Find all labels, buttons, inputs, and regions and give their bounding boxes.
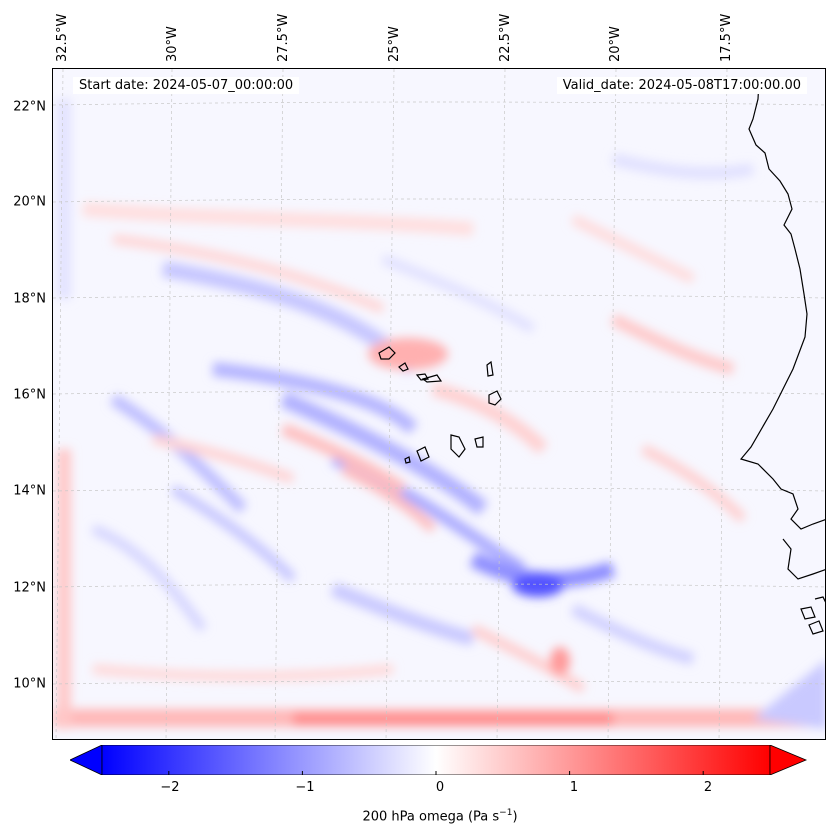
start-date-label: Start date: 2024-05-07_00:00:00: [73, 77, 300, 94]
island-santiago: [450, 434, 466, 458]
gridline-lon-20w: [607, 69, 617, 739]
field-band-neg-10: [611, 153, 755, 180]
island-maio: [474, 436, 484, 448]
island-boa-vista: [488, 390, 502, 406]
colorbar-tick-minus-2: −2: [160, 780, 180, 795]
field-west-boundary-positive: [57, 449, 71, 729]
field-pos-core-south: [550, 647, 570, 675]
lon-label-30w: 30°W: [165, 26, 180, 62]
lon-label-25w: 25°W: [387, 26, 402, 62]
lat-label-18n: 18°N: [13, 291, 46, 307]
coastline-guinea-bissau: [782, 538, 825, 580]
latitude-labels: 22°N 20°N 18°N 16°N 14°N 12°N 10°N: [0, 0, 52, 740]
gridline-lat-10n: [53, 680, 825, 685]
field-band-pos-6: [610, 313, 735, 375]
gridline-lat-22n: [53, 101, 825, 106]
lon-label-27-5w: 27.5°W: [276, 13, 291, 62]
field-band-pos-8: [470, 624, 586, 694]
colorbar-extend-min: [70, 745, 103, 775]
colorbar-tick-1: 1: [569, 780, 579, 795]
colorbar-extend-max: [769, 745, 808, 775]
map-gridlines: [53, 69, 825, 739]
island-brava: [404, 456, 411, 464]
colorbar-label-exponent: −1: [499, 808, 513, 818]
omega-field-map: [53, 69, 825, 739]
field-band-pos-1: [82, 202, 474, 236]
field-band-pos-2: [112, 234, 385, 314]
field-band-neg-11: [381, 254, 536, 334]
longitude-labels: 32.5°W 30°W 27.5°W 25°W 22.5°W 20°W 17.5…: [0, 0, 837, 68]
gridline-lat-14n: [53, 487, 825, 492]
island-santo-antao: [378, 346, 396, 360]
field-band-pos-11: [92, 664, 394, 682]
island-sao-nicolau: [421, 374, 443, 383]
colorbar-label-main: 200 hPa omega (Pa s: [362, 809, 500, 825]
field-band-pos-3: [280, 423, 407, 494]
gridline-lon-27-5w: [274, 69, 284, 739]
lat-label-14n: 14°N: [13, 483, 46, 499]
colorbar-label-end: ): [512, 809, 518, 825]
field-band-pos-4: [340, 464, 437, 533]
field-pos-cv-north: [368, 338, 448, 370]
coastlines: [378, 80, 825, 635]
coastline-bissagos-1: [800, 606, 816, 620]
field-neg-core: [512, 573, 564, 597]
field-band-neg-9: [570, 603, 695, 665]
island-fogo: [416, 446, 430, 462]
field-band-pos-5: [431, 382, 548, 454]
field-band-pos-9: [152, 434, 295, 484]
coastline-guinea: [814, 596, 825, 603]
field-band-neg-7: [170, 484, 297, 583]
valid-date-label: Valid_date: 2024-05-08T17:00:00.00: [556, 77, 807, 94]
gridline-lon-17-5w: [718, 69, 728, 739]
gridline-lon-22-5w: [496, 69, 506, 739]
island-sao-vicente: [398, 362, 409, 372]
gridline-lon-30w: [165, 69, 173, 739]
field-band-neg-8: [330, 582, 475, 646]
colorbar-tick-minus-1: −1: [295, 780, 315, 795]
field-band-neg-3: [279, 391, 488, 516]
field-band-pos-7: [640, 444, 747, 523]
field-band-pos-10: [570, 214, 696, 284]
lat-label-10n: 10°N: [13, 676, 46, 692]
gridline-lat-12n: [53, 583, 825, 588]
field-southeast-negative: [753, 660, 825, 729]
lat-label-22n: 22°N: [13, 99, 46, 115]
colorbar-tick-2: 2: [703, 780, 713, 795]
coastline-west-africa: [739, 80, 825, 530]
lon-label-20w: 20°W: [608, 26, 623, 62]
gridline-lat-16n: [53, 390, 825, 395]
gridline-lon-25w: [385, 69, 395, 739]
field-west-boundary-negative: [57, 99, 71, 299]
colorbar-tick-marks: [168, 771, 704, 775]
gridline-lat-18n: [53, 294, 825, 299]
lat-label-20n: 20°N: [13, 194, 46, 210]
field-band-neg-12: [91, 524, 207, 633]
island-sal: [486, 360, 494, 377]
colorbar-tick-0: 0: [435, 780, 445, 795]
lon-label-17-5w: 17.5°W: [719, 13, 734, 62]
colorbar: [70, 745, 808, 775]
lon-label-32-5w: 32.5°W: [55, 13, 70, 62]
field-south-boundary-core: [293, 713, 613, 725]
gridline-lon-32-5w: [55, 69, 64, 739]
island-santa-luzia: [415, 373, 429, 381]
gridline-lat-20n: [53, 198, 825, 203]
colorbar-gradient: [101, 745, 771, 775]
lat-label-12n: 12°N: [13, 580, 46, 596]
lon-label-22-5w: 22.5°W: [498, 13, 513, 62]
coastline-bissagos-2: [808, 620, 824, 635]
lat-label-16n: 16°N: [13, 387, 46, 403]
colorbar-label: 200 hPa omega (Pa s−1): [0, 808, 837, 824]
map-panel[interactable]: Start date: 2024-05-07_00:00:00 Valid_da…: [52, 68, 826, 740]
